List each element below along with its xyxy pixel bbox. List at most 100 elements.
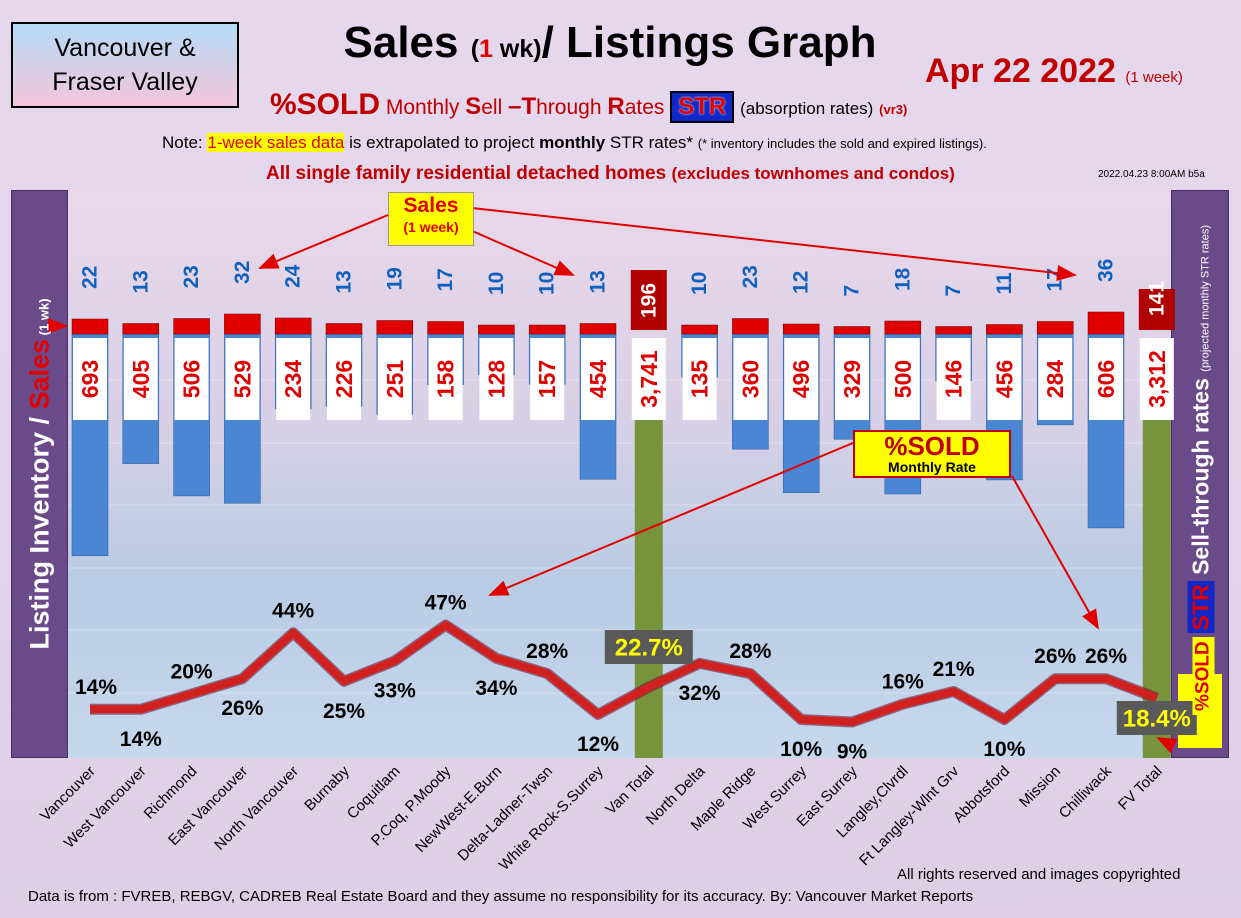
- inventory-label-box: [682, 338, 717, 420]
- sales-bar: [528, 324, 566, 335]
- sales-bar: [122, 323, 160, 335]
- inventory-value-label: 158: [433, 360, 459, 399]
- sold-value-label: 9%: [837, 741, 868, 764]
- inventory-value-label: 456: [991, 360, 1017, 398]
- sales-value-label: 18: [891, 267, 914, 291]
- inventory-value-label: 360: [737, 360, 763, 398]
- sales-bar: [427, 321, 464, 335]
- inventory-label-box: [73, 338, 107, 420]
- sales-value-label: 10: [688, 272, 711, 295]
- sales-value-label: 13: [333, 270, 356, 293]
- sales-value-label: 23: [739, 265, 762, 288]
- chart-title: Sales (1 wk)/ Listings Graph: [343, 18, 877, 67]
- sales-arrow-mid: [469, 229, 575, 276]
- inventory-value-label: 529: [229, 360, 255, 398]
- sales-bar: [71, 318, 109, 335]
- inventory-value-label: 3,312: [1144, 350, 1170, 408]
- sales-value-label: 13: [587, 270, 610, 293]
- sales-arrow-right: [471, 207, 1077, 281]
- inventory-label-box: [428, 338, 463, 420]
- sales-value-label: 13: [129, 270, 152, 293]
- sales-bar: [833, 326, 871, 335]
- sold-value-label: 21%: [933, 658, 975, 681]
- category-label: Ft Langley-Wlnt Grv: [856, 762, 963, 869]
- sales-bar: [1036, 321, 1074, 335]
- category-label: FV Total: [1115, 763, 1166, 814]
- sold-callout: %SOLD Monthly Rate: [853, 430, 1011, 478]
- sales-value-label: 36: [1095, 259, 1118, 282]
- inventory-value-label: 506: [179, 360, 205, 398]
- inventory-value-label: 226: [331, 360, 357, 398]
- sold-value-label: 18.4%: [1123, 706, 1191, 733]
- inventory-label-box: [784, 338, 819, 420]
- inventory-value-label: 157: [534, 360, 560, 398]
- inventory-label-box: [530, 338, 565, 420]
- sold-value-label: 34%: [475, 677, 517, 700]
- sold-value-label: 44%: [272, 599, 314, 622]
- inventory-label-box: [733, 338, 768, 420]
- source-text: Data is from : FVREB, REBGV, CADREB Real…: [28, 888, 974, 905]
- sold-value-label: 10%: [983, 738, 1025, 761]
- inventory-label-box: [936, 338, 971, 420]
- chart-subtitle: %SOLD Monthly Sell –Through Rates STR (a…: [270, 88, 908, 123]
- sales-value-label: 23: [180, 265, 203, 288]
- inventory-value-label: 496: [788, 360, 814, 398]
- sales-bar: [325, 323, 363, 335]
- sold-value-label: 26%: [1034, 645, 1076, 668]
- sold-value-label: 12%: [577, 733, 619, 756]
- sales-bar: [935, 326, 972, 335]
- sold-value-label: 33%: [374, 679, 416, 702]
- sales-bar: [173, 318, 210, 335]
- sales-arrow-left: [258, 214, 389, 269]
- left-axis-panel: [11, 190, 68, 758]
- sales-callout: Sales (1 week): [388, 192, 474, 246]
- left-axis-label: Listing Inventory / Sales (1 wk): [24, 298, 55, 650]
- category-label: Burnaby: [301, 762, 353, 814]
- sales-value-label: 11: [993, 272, 1016, 295]
- sold-value-label: 16%: [882, 671, 924, 694]
- inventory-label-box: [174, 338, 209, 420]
- sales-bar-total: [1138, 289, 1175, 330]
- inventory-label-box: [1089, 338, 1123, 420]
- sales-bar: [986, 324, 1023, 335]
- version-stamp: 2022.04.23 8:00AM b5a: [1098, 169, 1205, 180]
- rights-text: All rights reserved and images copyright…: [897, 866, 1181, 883]
- inventory-label-box: [581, 338, 615, 420]
- sales-bar: [1087, 311, 1125, 335]
- sold-value-label: 32%: [679, 682, 721, 705]
- sales-value-label: 10: [485, 272, 508, 295]
- sold-value-label: 14%: [120, 728, 162, 751]
- inventory-label-box: [479, 338, 514, 420]
- inventory-value-label: 693: [77, 360, 103, 398]
- sales-bar: [732, 318, 769, 335]
- sold-value-label: 25%: [323, 700, 365, 723]
- sales-bar: [681, 324, 718, 335]
- sales-value-label: 17: [434, 268, 457, 291]
- inventory-label-box: [377, 338, 412, 420]
- inventory-value-label: 146: [941, 360, 967, 398]
- inventory-value-label: 329: [839, 360, 865, 398]
- sold-value-label: 20%: [171, 661, 213, 684]
- sold-line: [90, 621, 1159, 727]
- inventory-value-label: 128: [483, 360, 509, 399]
- sold-value-label: 14%: [75, 676, 117, 699]
- sold-total-box: [604, 630, 693, 664]
- inventory-value-label: 234: [280, 360, 306, 399]
- inventory-value-label: 135: [687, 360, 713, 399]
- sales-bar: [884, 320, 922, 335]
- sales-value-label: 141: [1145, 281, 1168, 316]
- sold-value-label: 26%: [1085, 645, 1127, 668]
- sales-value-label: 196: [637, 283, 660, 318]
- sold-total-box: [1116, 701, 1197, 735]
- inventory-label-box: [225, 338, 260, 420]
- inventory-label-box: [123, 338, 158, 420]
- inventory-value-label: 3,741: [636, 350, 662, 408]
- sold-arrow-right: [1011, 475, 1099, 630]
- sales-bar: [376, 320, 414, 335]
- region-label-box: Vancouver & Fraser Valley: [11, 22, 239, 108]
- scope-line: All single family residential detached h…: [266, 163, 955, 184]
- sales-value-label: 10: [536, 272, 559, 295]
- region-line-2: Fraser Valley: [52, 68, 198, 96]
- sold-value-label: 26%: [221, 697, 263, 720]
